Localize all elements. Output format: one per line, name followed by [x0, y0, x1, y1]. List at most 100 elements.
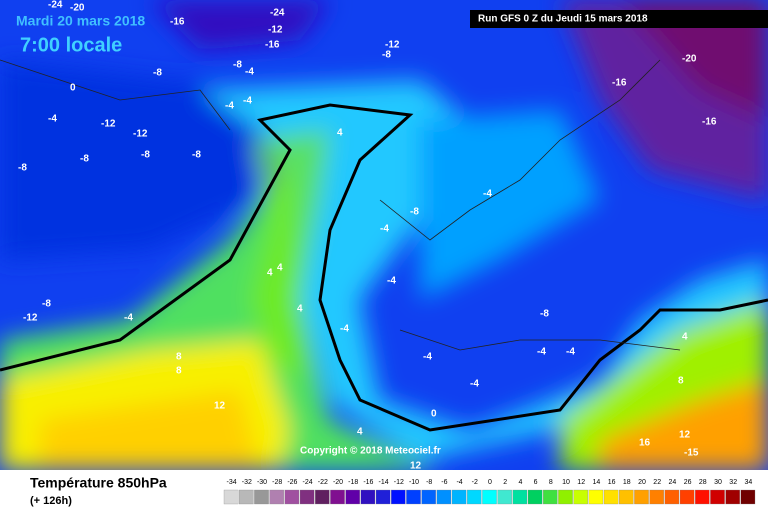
- legend-swatch: [649, 489, 664, 505]
- legend-swatch: [497, 489, 512, 505]
- legend-label: 24: [669, 479, 677, 486]
- map-label: 8: [176, 352, 182, 363]
- legend-swatch: [254, 489, 269, 505]
- legend-swatch: [725, 489, 740, 505]
- map-label: -4: [340, 324, 349, 335]
- legend-label: 10: [562, 479, 570, 486]
- map-label: -8: [233, 60, 242, 71]
- legend-label: -22: [318, 479, 328, 486]
- legend-swatch: [239, 489, 254, 505]
- legend-label: -28: [272, 479, 282, 486]
- map-label: -4: [483, 189, 492, 200]
- legend-swatch: [451, 489, 467, 505]
- date: Mardi 20 mars 2018: [16, 13, 145, 29]
- legend-label: 26: [684, 479, 692, 486]
- legend-label: -2: [472, 479, 478, 486]
- legend-swatch: [375, 489, 391, 505]
- map-label: -8: [42, 299, 51, 310]
- legend-label: 28: [699, 479, 707, 486]
- map-label: -20: [70, 3, 85, 14]
- map-label: -24: [270, 8, 285, 19]
- map-label: 12: [214, 401, 226, 412]
- legend-label: -24: [303, 479, 313, 486]
- legend-label: -20: [333, 479, 343, 486]
- copyright: Copyright © 2018 Meteociel.fr: [300, 446, 441, 457]
- legend-label: 20: [638, 479, 646, 486]
- map-label: -16: [702, 117, 717, 128]
- footer-title: Température 850hPa: [30, 475, 167, 491]
- map-label: -16: [265, 40, 280, 51]
- map-label: -4: [470, 379, 479, 390]
- legend-swatch: [527, 489, 543, 505]
- legend-swatch: [679, 489, 695, 505]
- map-label: -8: [382, 50, 391, 61]
- legend-label: -6: [441, 479, 447, 486]
- map-label: -4: [124, 313, 133, 324]
- map-label: -4: [423, 352, 432, 363]
- map-label: -4: [225, 101, 234, 112]
- map-label: 4: [357, 427, 363, 438]
- map-label: -12: [268, 25, 283, 36]
- map-label: -4: [243, 96, 252, 107]
- legend-label: -32: [242, 479, 252, 486]
- legend-swatch: [558, 489, 573, 505]
- legend-swatch: [436, 489, 452, 505]
- legend-label: 8: [549, 479, 553, 486]
- run-info: Run GFS 0 Z du Jeudi 15 mars 2018: [478, 14, 648, 25]
- legend-label: -30: [257, 479, 267, 486]
- map-label: 12: [410, 461, 422, 472]
- legend-label: 14: [593, 479, 601, 486]
- legend-swatch: [467, 489, 482, 505]
- map-label: -12: [101, 119, 116, 130]
- map-label: -8: [540, 309, 549, 320]
- color-legend: -34 -32 -30 -28 -26 -24 -22 -20 -18 -16 -14 -12 -10-…: [223, 479, 756, 505]
- legend-label: 16: [608, 479, 616, 486]
- legend-label: 12: [577, 479, 585, 486]
- map-label: -12: [23, 313, 38, 324]
- map-label: -16: [170, 17, 185, 28]
- legend-swatch: [406, 489, 421, 505]
- legend-swatch: [269, 489, 284, 505]
- map-label: -4: [48, 114, 57, 125]
- map-label: 16: [639, 438, 651, 449]
- map-label: 4: [297, 304, 303, 315]
- map-label: -8: [141, 150, 150, 161]
- legend-label: 4: [518, 479, 522, 486]
- legend-swatch: [315, 489, 330, 505]
- legend-label: -26: [287, 479, 297, 486]
- legend-label: 34: [745, 479, 753, 486]
- legend-swatch: [603, 489, 619, 505]
- legend-swatch: [740, 489, 756, 505]
- map-label: -15: [684, 448, 699, 459]
- legend-label: -14: [379, 479, 389, 486]
- legend-label: 2: [503, 479, 507, 486]
- map-label: -20: [682, 54, 697, 65]
- map-label: 8: [678, 376, 684, 387]
- legend-swatch: [573, 489, 588, 505]
- legend-swatch: [588, 489, 604, 505]
- legend-label: 22: [653, 479, 661, 486]
- map-label: 0: [431, 409, 437, 420]
- map-label: -4: [537, 347, 546, 358]
- legend-swatch: [330, 489, 345, 505]
- legend-swatch: [619, 489, 634, 505]
- legend-label: 30: [714, 479, 722, 486]
- map-label: -12: [133, 129, 148, 140]
- legend-label: -16: [363, 479, 373, 486]
- map-label: -16: [612, 78, 627, 89]
- map-label: 0: [70, 83, 76, 94]
- legend-label: 32: [729, 479, 737, 486]
- legend-swatch: [391, 489, 406, 505]
- legend-swatch: [345, 489, 360, 505]
- map-label: -8: [192, 150, 201, 161]
- legend-swatch: [512, 489, 528, 505]
- legend-label: -4: [456, 479, 462, 486]
- legend-swatch: [482, 489, 497, 505]
- legend-swatch: [695, 489, 710, 505]
- map-label: 4: [267, 268, 273, 279]
- legend-label: -8: [426, 479, 432, 486]
- map-label: -4: [566, 347, 575, 358]
- legend-swatch: [223, 489, 239, 505]
- map-label: 4: [337, 128, 343, 139]
